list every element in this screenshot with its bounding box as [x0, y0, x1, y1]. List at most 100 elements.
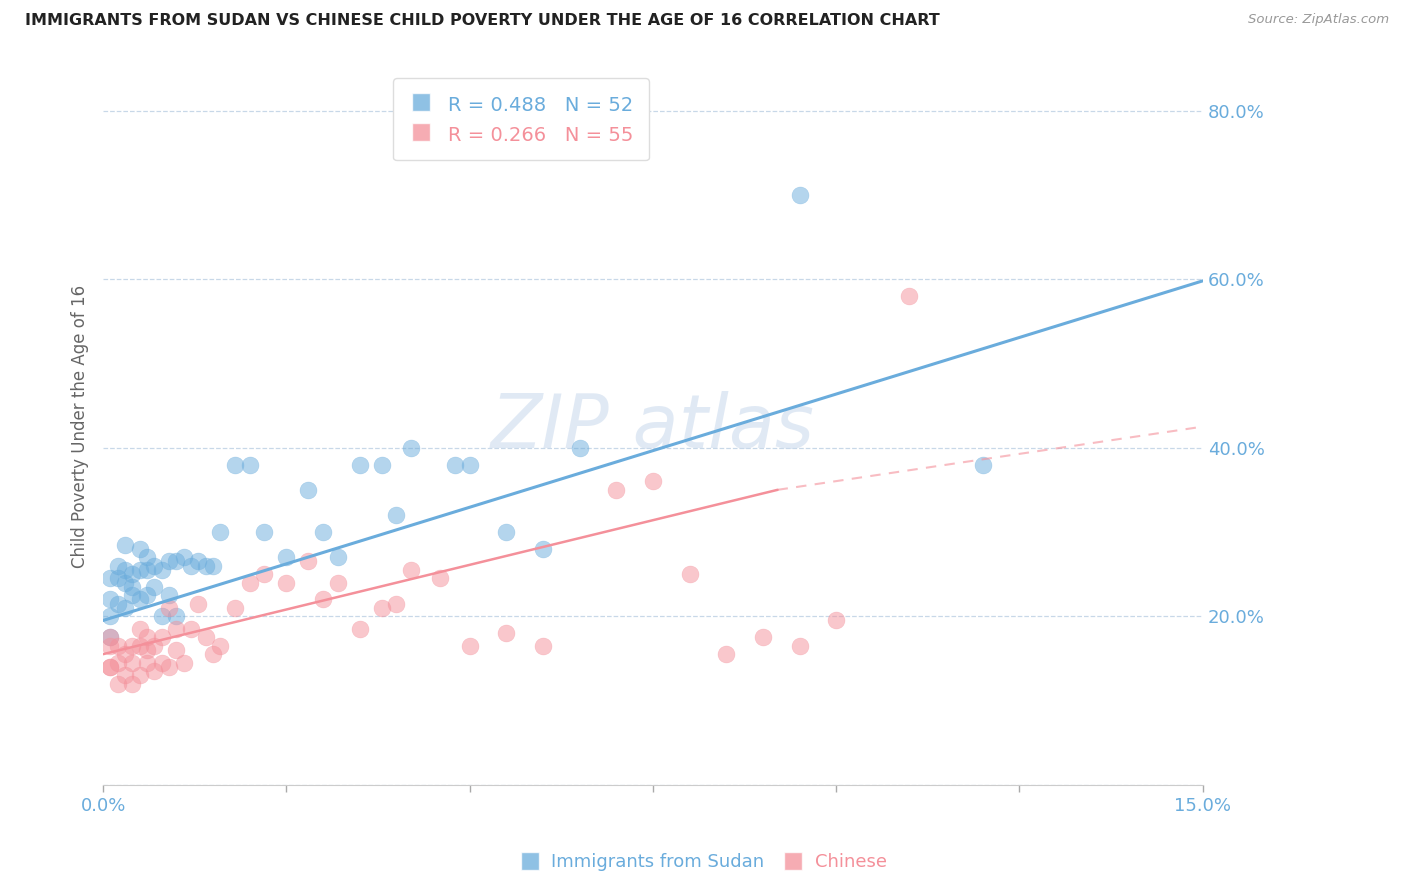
Point — [114, 575, 136, 590]
Point — [370, 600, 392, 615]
Legend: Immigrants from Sudan, Chinese: Immigrants from Sudan, Chinese — [512, 847, 894, 879]
Point — [495, 524, 517, 539]
Text: Source: ZipAtlas.com: Source: ZipAtlas.com — [1249, 13, 1389, 27]
Text: IMMIGRANTS FROM SUDAN VS CHINESE CHILD POVERTY UNDER THE AGE OF 16 CORRELATION C: IMMIGRANTS FROM SUDAN VS CHINESE CHILD P… — [25, 13, 941, 29]
Point — [429, 571, 451, 585]
Point — [180, 622, 202, 636]
Point — [202, 647, 225, 661]
Point — [531, 541, 554, 556]
Point — [253, 524, 276, 539]
Point — [100, 660, 122, 674]
Point — [121, 639, 143, 653]
Point — [100, 660, 122, 674]
Point — [789, 639, 811, 653]
Point — [209, 524, 232, 539]
Point — [107, 676, 129, 690]
Point — [136, 643, 159, 657]
Point — [312, 592, 335, 607]
Point — [114, 538, 136, 552]
Point — [143, 580, 166, 594]
Point — [100, 639, 122, 653]
Point — [898, 289, 921, 303]
Point — [187, 554, 209, 568]
Point — [128, 639, 150, 653]
Point — [157, 600, 180, 615]
Point — [121, 588, 143, 602]
Point — [150, 563, 173, 577]
Point — [209, 639, 232, 653]
Point — [143, 558, 166, 573]
Point — [173, 656, 195, 670]
Point — [173, 550, 195, 565]
Point — [128, 541, 150, 556]
Point — [399, 563, 422, 577]
Point — [150, 656, 173, 670]
Point — [114, 668, 136, 682]
Point — [157, 588, 180, 602]
Legend: R = 0.488   N = 52, R = 0.266   N = 55: R = 0.488 N = 52, R = 0.266 N = 55 — [394, 78, 648, 161]
Point — [349, 458, 371, 472]
Point — [114, 647, 136, 661]
Point — [136, 656, 159, 670]
Point — [239, 458, 262, 472]
Point — [150, 630, 173, 644]
Point — [458, 639, 481, 653]
Point — [121, 580, 143, 594]
Point — [752, 630, 775, 644]
Point — [100, 592, 122, 607]
Point — [165, 609, 187, 624]
Point — [385, 597, 408, 611]
Point — [165, 554, 187, 568]
Point — [444, 458, 467, 472]
Point — [121, 656, 143, 670]
Point — [605, 483, 627, 497]
Point — [121, 567, 143, 582]
Point — [458, 458, 481, 472]
Point — [128, 668, 150, 682]
Point — [100, 609, 122, 624]
Point — [136, 550, 159, 565]
Point — [297, 554, 319, 568]
Point — [297, 483, 319, 497]
Point — [165, 643, 187, 657]
Point — [136, 630, 159, 644]
Point — [312, 524, 335, 539]
Point — [399, 441, 422, 455]
Point — [114, 600, 136, 615]
Text: ZIP atlas: ZIP atlas — [491, 391, 815, 463]
Point — [187, 597, 209, 611]
Point — [107, 571, 129, 585]
Point — [107, 597, 129, 611]
Point — [100, 571, 122, 585]
Point — [128, 622, 150, 636]
Point — [789, 188, 811, 202]
Point — [143, 664, 166, 678]
Point — [165, 622, 187, 636]
Point — [972, 458, 994, 472]
Point — [107, 656, 129, 670]
Point — [202, 558, 225, 573]
Point — [180, 558, 202, 573]
Point — [276, 575, 298, 590]
Point — [276, 550, 298, 565]
Point — [253, 567, 276, 582]
Point — [825, 614, 848, 628]
Point — [370, 458, 392, 472]
Point — [107, 558, 129, 573]
Point — [143, 639, 166, 653]
Point — [224, 458, 246, 472]
Point — [568, 441, 591, 455]
Point — [716, 647, 738, 661]
Point — [136, 588, 159, 602]
Point — [239, 575, 262, 590]
Point — [100, 630, 122, 644]
Point — [150, 609, 173, 624]
Point — [136, 563, 159, 577]
Point — [385, 508, 408, 522]
Point — [194, 630, 217, 644]
Point — [114, 563, 136, 577]
Point — [641, 475, 664, 489]
Point — [326, 550, 349, 565]
Point — [224, 600, 246, 615]
Point — [326, 575, 349, 590]
